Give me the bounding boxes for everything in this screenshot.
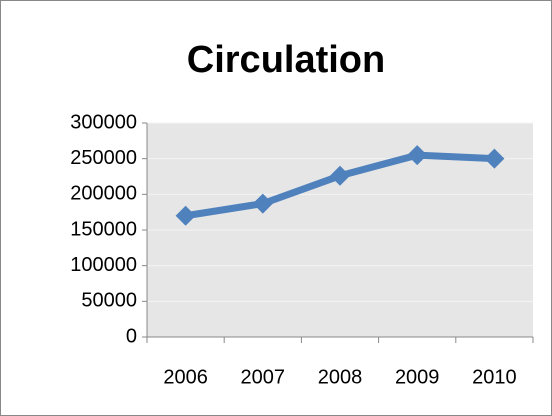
x-tick-label: 2008 [318, 366, 363, 388]
marker [484, 148, 505, 169]
x-tick-label: 2007 [241, 366, 286, 388]
marker [407, 145, 428, 166]
y-tick-label: 50000 [81, 290, 137, 312]
marker [175, 205, 196, 226]
x-tick-label: 2010 [472, 366, 517, 388]
marker [252, 193, 273, 214]
y-tick-label: 100000 [70, 254, 137, 276]
marker [330, 165, 350, 186]
x-tick-label: 2009 [395, 366, 440, 388]
y-tick-label: 0 [126, 325, 137, 347]
chart-title: Circulation [187, 39, 385, 81]
y-tick-label: 250000 [70, 147, 137, 169]
y-tick-label: 300000 [70, 111, 137, 133]
y-tick-label: 200000 [70, 183, 137, 205]
y-tick-label: 150000 [70, 218, 137, 240]
x-tick-label: 2006 [163, 366, 208, 388]
